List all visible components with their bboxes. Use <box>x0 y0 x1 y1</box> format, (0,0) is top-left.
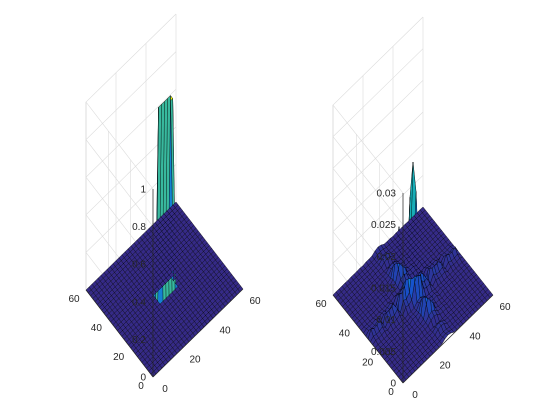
z-tick-label: 0 <box>390 379 396 390</box>
x-tick-label: 20 <box>439 361 451 372</box>
z-tick-label: 0.01 <box>377 315 397 326</box>
surface-mesh <box>332 161 494 384</box>
y-tick-label: 60 <box>68 294 80 305</box>
z-tick-label: 0 <box>140 373 146 384</box>
surface-mesh <box>85 95 244 378</box>
x-tick-label: 40 <box>469 331 481 342</box>
x-tick-label: 0 <box>412 390 418 401</box>
y-tick-label: 20 <box>362 358 374 369</box>
y-tick-label: 0 <box>388 387 394 398</box>
y-tick-label: 40 <box>91 323 103 334</box>
x-tick-label: 0 <box>162 384 168 395</box>
z-tick-label: 0.03 <box>377 189 397 200</box>
z-tick-label: 0.2 <box>132 335 146 346</box>
right-surface-axes: 0 20 40 60 0 20 40 60 0 0.005 0.01 0.015 0.02 0.025 0.… <box>315 16 511 401</box>
z-tick-label: 0.8 <box>132 222 146 233</box>
x-tick-label: 60 <box>249 296 261 307</box>
x-tick-label: 40 <box>219 325 231 336</box>
z-tick-label: 0.02 <box>377 252 397 263</box>
z-tick-label: 1 <box>140 185 146 196</box>
left-surface-axes: 0 20 40 60 0 20 40 60 0 0.2 0.4 0.6 0.8 1 <box>68 13 261 395</box>
x-tick-label: 60 <box>499 302 511 313</box>
z-tick-label: 0.025 <box>371 220 396 231</box>
y-tick-label: 40 <box>339 328 351 339</box>
z-tick-label: 0.4 <box>132 297 146 308</box>
y-tick-label: 20 <box>113 352 125 363</box>
z-tick-label: 0.005 <box>371 347 396 358</box>
y-tick-label: 60 <box>315 299 327 310</box>
z-tick-label: 0.6 <box>132 260 146 271</box>
y-tick-label: 0 <box>138 381 144 392</box>
z-tick-label: 0.015 <box>371 284 396 295</box>
x-tick-label: 20 <box>189 355 201 366</box>
